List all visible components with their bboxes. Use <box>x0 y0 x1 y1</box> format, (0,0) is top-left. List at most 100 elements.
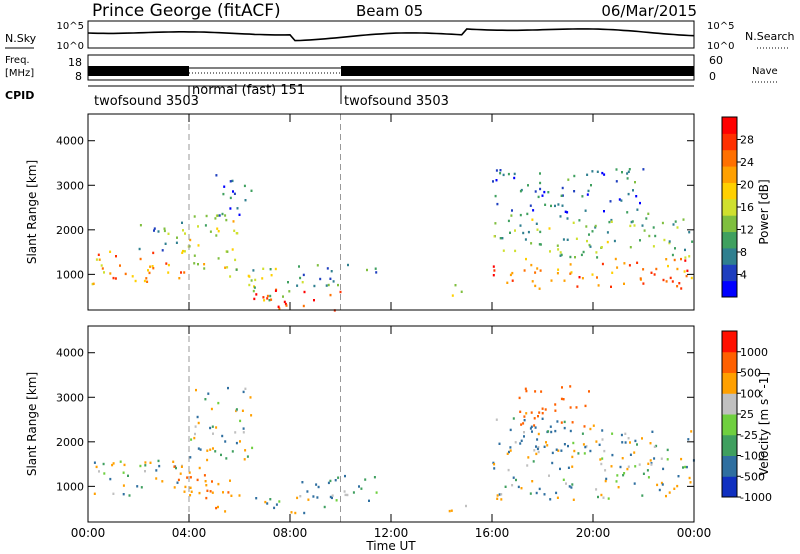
data-cell <box>588 243 591 247</box>
data-cell <box>667 264 669 268</box>
data-cell <box>513 172 516 176</box>
data-cell <box>601 438 604 441</box>
colorbar-tick-label: 1000 <box>740 346 768 359</box>
data-cell <box>666 448 669 452</box>
data-cell <box>214 217 217 220</box>
data-cell <box>634 439 637 443</box>
data-cell <box>549 250 551 253</box>
data-cell <box>519 213 522 217</box>
data-cell <box>203 267 206 270</box>
data-cell <box>615 480 618 483</box>
data-cell <box>283 300 286 304</box>
data-cell <box>454 284 457 287</box>
data-cell <box>183 250 186 253</box>
data-cell <box>676 285 679 288</box>
data-cell <box>641 224 644 227</box>
data-cell <box>629 246 632 249</box>
data-cell <box>520 423 523 426</box>
data-cell <box>549 498 552 501</box>
data-cell <box>587 189 590 193</box>
data-cell <box>654 234 657 238</box>
data-cell <box>147 269 149 272</box>
data-cell <box>636 208 639 211</box>
data-cell <box>633 451 636 454</box>
data-cell <box>226 250 229 253</box>
data-cell <box>139 257 142 261</box>
data-cell <box>617 486 620 489</box>
data-cell <box>157 459 160 463</box>
colorbar-tick-label: 28 <box>740 134 754 147</box>
data-cell <box>231 248 234 251</box>
data-cell <box>498 442 501 445</box>
data-cell <box>184 485 187 489</box>
colorbar-tick-label: 20 <box>740 179 754 192</box>
x-tick-label: 12:00 <box>374 526 409 540</box>
data-cell <box>543 493 546 496</box>
data-cell <box>534 190 537 193</box>
data-cell <box>180 271 182 274</box>
data-cell <box>567 444 569 448</box>
data-cell <box>337 283 339 287</box>
data-cell <box>270 274 273 277</box>
data-cell <box>642 268 645 271</box>
data-cell <box>195 388 197 392</box>
freq-trace-seg3 <box>341 66 694 76</box>
data-cell <box>569 263 572 266</box>
data-cell <box>144 470 146 473</box>
data-cell <box>334 479 337 482</box>
data-cell <box>525 412 528 415</box>
data-cell <box>284 302 287 306</box>
data-cell <box>652 226 655 229</box>
data-cell <box>600 462 603 466</box>
data-cell <box>686 269 689 272</box>
data-cell <box>680 257 682 261</box>
data-cell <box>496 494 499 497</box>
data-cell <box>128 494 131 497</box>
data-cell <box>560 449 563 452</box>
data-cell <box>539 269 542 272</box>
data-cell <box>316 264 319 267</box>
data-cell <box>563 426 566 430</box>
data-cell <box>506 452 509 455</box>
nave-tick-high: 60 <box>709 54 723 67</box>
data-cell <box>502 173 505 177</box>
data-cell <box>496 202 499 206</box>
data-cell <box>327 481 330 485</box>
data-cell <box>327 283 330 287</box>
data-cell <box>614 257 617 261</box>
data-cell <box>302 273 305 277</box>
data-cell <box>688 255 691 258</box>
data-cell <box>535 222 538 225</box>
data-cell <box>544 408 547 411</box>
data-cell <box>539 187 542 191</box>
station-title: Prince George (fitACF) <box>92 1 281 21</box>
data-cell <box>680 457 683 461</box>
data-cell <box>173 486 176 489</box>
data-cell <box>360 487 363 490</box>
data-cell <box>560 194 563 197</box>
data-cell <box>676 484 679 488</box>
data-cell <box>335 499 338 502</box>
data-cell <box>493 269 496 272</box>
data-cell <box>615 168 618 171</box>
colorbar-swatch <box>722 117 737 134</box>
data-cell <box>538 411 541 414</box>
data-cell <box>534 390 537 393</box>
data-cell <box>523 435 525 438</box>
data-cell <box>537 450 540 454</box>
data-cell <box>539 181 542 185</box>
data-cell <box>650 271 653 274</box>
data-cell <box>529 492 532 495</box>
data-cell <box>95 258 98 261</box>
data-cell <box>636 443 638 446</box>
data-cell <box>559 251 562 254</box>
data-cell <box>524 238 527 241</box>
data-cell <box>601 429 604 432</box>
data-cell <box>205 214 208 218</box>
nsky-panel: N.Sky 10^5 10^0 10^5 10^0 N.Search <box>5 20 795 52</box>
data-cell <box>560 421 563 424</box>
data-cell <box>560 253 563 257</box>
data-cell <box>225 457 228 460</box>
data-cell <box>331 494 334 497</box>
data-cell <box>507 172 510 176</box>
